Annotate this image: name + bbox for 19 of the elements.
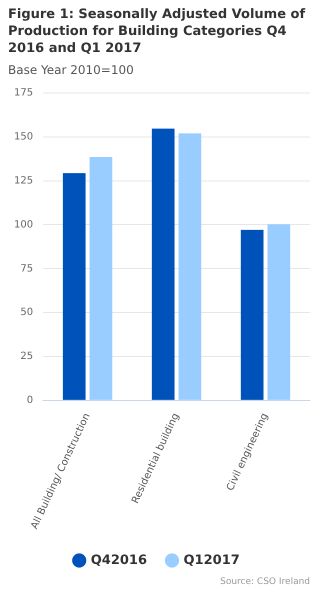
y-tick-label: 175: [14, 88, 34, 99]
y-tick-label: 25: [20, 351, 34, 362]
y-tick-label: 125: [14, 175, 34, 186]
bar: [240, 230, 264, 400]
bar: [268, 224, 290, 400]
y-tick-label: 100: [14, 219, 34, 230]
bar: [62, 173, 86, 400]
y-tick-label: 50: [20, 307, 34, 318]
bar: [178, 133, 202, 400]
y-tick-label: 75: [20, 263, 34, 274]
legend-label: Q42016: [90, 552, 148, 568]
legend-label: Q12017: [184, 552, 240, 568]
chart-title: Figure 1: Seasonally Adjusted Volume of Production for Building Categories Q4 2016 and Q1 2017: [7, 6, 306, 57]
bar: [152, 128, 175, 400]
y-tick-label: 0: [26, 395, 34, 406]
source-note: Source: CSO Ireland: [219, 577, 311, 587]
bar: [90, 156, 112, 400]
y-tick-label: 150: [14, 132, 34, 143]
chart-subtitle: Base Year 2010=100: [7, 62, 135, 77]
